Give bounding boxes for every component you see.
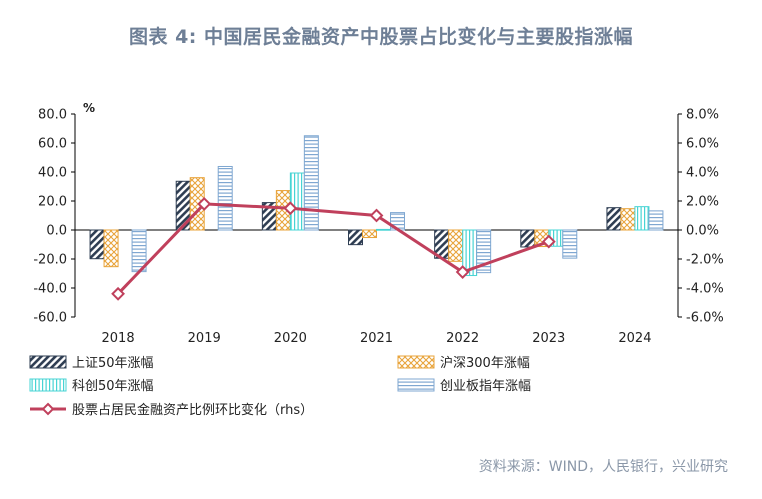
x-tick-label: 2021 [360,331,393,346]
bar-diagonal-2023 [520,229,536,248]
y-tick-label-left: 0.0 [46,224,67,239]
line-marker [369,208,384,223]
bar-vertical-2024 [634,206,650,231]
line-marker [111,286,125,301]
legend-swatch-diagonal [29,355,67,369]
legend-label: 沪深300年涨幅 [440,355,530,371]
y-tick-label-right: 0.0% [686,224,719,239]
bar-diagonal-2021 [348,229,363,246]
line-marker [455,265,470,279]
x-tick-label: 2023 [532,331,565,346]
chart-title: 图表 4: 中国居民金融资产中股票占比变化与主要股指涨幅 [128,26,634,48]
legend-swatch-horizontal [397,378,435,392]
y-tick-label-left: -60.0 [33,311,67,326]
y-tick-label-right: -2.0% [686,253,724,268]
line-marker [541,234,556,249]
bar-horizontal-2023 [562,229,578,259]
y-tick-label-left: -40.0 [33,282,67,297]
bar-horizontal-2020 [303,135,319,231]
y-tick-label-right: 8.0% [686,108,719,123]
y-unit-label: % [83,101,95,115]
legend-label: 科创50年涨幅 [72,379,154,394]
y-tick-label-left: 60.0 [38,137,67,152]
x-tick-label: 2020 [274,331,307,346]
x-tick-label: 2024 [618,331,651,346]
bar-vertical-2020 [289,172,305,231]
bar-crosshatch-2024 [620,208,636,231]
y-tick-label-left: -20.0 [33,253,67,268]
source-note: 资料来源：WIND，人民银行，兴业研究 [478,459,728,475]
y-tick-label-right: 2.0% [686,195,719,210]
y-tick-label-right: 4.0% [686,166,719,181]
y-tick-label-left: 40.0 [38,166,67,181]
y-tick-label-left: 80.0 [38,108,67,123]
legend-label: 股票占居民金融资产比例环比变化（rhs） [72,402,313,418]
bar-vertical-2021 [376,228,391,231]
x-tick-label: 2022 [446,331,479,346]
bar-crosshatch-2018 [103,229,119,268]
bar-horizontal-2019 [217,165,233,231]
bar-crosshatch-2021 [362,229,377,239]
legend-label: 创业板指年涨幅 [440,379,531,394]
legend-label: 上证50年涨幅 [72,356,154,371]
bar-crosshatch-2022 [448,229,464,262]
x-tick-label: 2019 [188,331,221,346]
bar-diagonal-2018 [89,229,105,260]
legend-marker-line [41,402,55,416]
y-tick-label-right: -4.0% [686,282,724,297]
y-tick-label-right: 6.0% [686,137,719,152]
y-tick-label-left: 20.0 [38,195,67,210]
line-marker [197,196,212,211]
line-marker [283,201,298,216]
legend-swatch-vertical [29,378,67,392]
bar-horizontal-2024 [648,210,664,231]
x-tick-label: 2018 [102,331,135,346]
y-tick-label-right: -6.0% [686,311,724,326]
line-series-stock-share [116,202,550,295]
bar-diagonal-2024 [606,207,622,231]
legend-swatch-crosshatch [397,355,435,369]
